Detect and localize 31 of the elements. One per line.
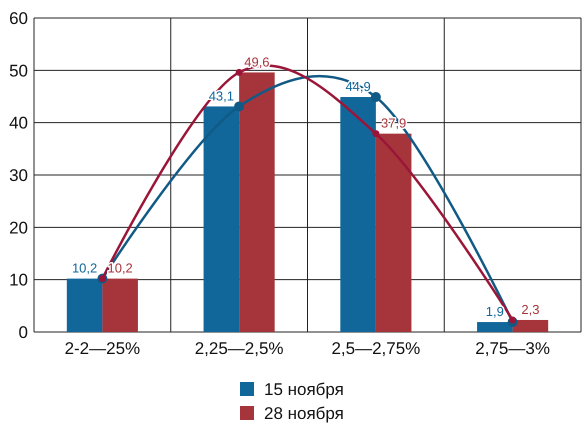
data-label: 10,2 [107, 260, 133, 276]
x-tick-label: 2,25—2,5% [194, 339, 284, 358]
y-tick-label: 60 [9, 9, 28, 28]
bar [239, 72, 275, 332]
data-label: 1,9 [486, 304, 504, 320]
bar [340, 97, 376, 332]
x-tick-label: 2,75—3% [475, 339, 550, 358]
bar [204, 106, 240, 332]
point [509, 316, 516, 324]
point [372, 130, 380, 138]
y-tick-label: 40 [9, 114, 28, 133]
legend-label: 15 ноября [264, 380, 344, 399]
y-tick-label: 30 [9, 166, 28, 185]
y-tick-label: 0 [18, 323, 28, 342]
point [370, 92, 381, 102]
bar [102, 278, 138, 332]
legend-label: 28 ноября [264, 404, 344, 423]
y-tick-label: 10 [9, 270, 28, 290]
x-tick-label: 2,5—2,75% [331, 339, 420, 358]
x-tick-label: 2-2—25% [64, 339, 140, 358]
data-label: 10,2 [72, 260, 98, 276]
data-label: 49,6 [244, 54, 270, 70]
point [236, 68, 243, 76]
y-tick-label: 20 [9, 218, 28, 238]
bar [66, 278, 102, 332]
y-tick-label: 50 [9, 61, 28, 80]
bar [512, 320, 548, 332]
point [234, 101, 244, 112]
data-label: 2,3 [521, 302, 540, 317]
bar [376, 134, 412, 332]
bar [477, 322, 513, 332]
